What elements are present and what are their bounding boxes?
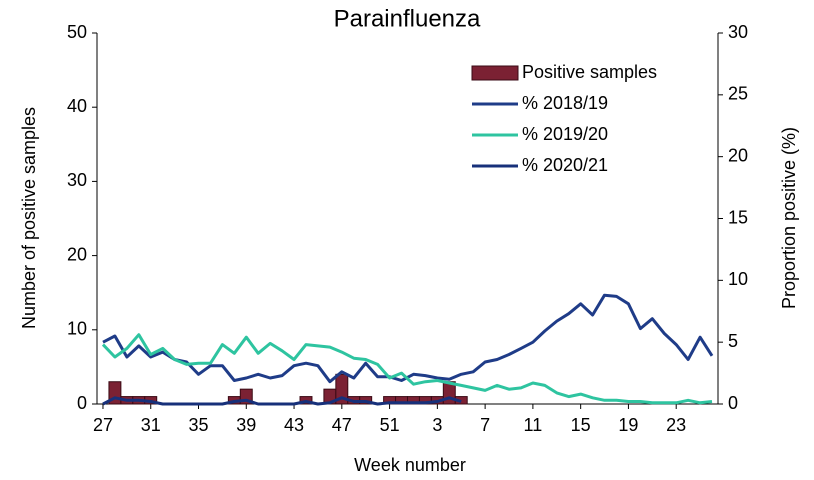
bar <box>108 381 122 405</box>
y2-tick-label: 20 <box>728 145 748 165</box>
x-tick-label: 47 <box>332 415 352 435</box>
x-tick-label: 27 <box>93 415 113 435</box>
x-tick-label: 11 <box>524 415 543 435</box>
x-tick-label: 19 <box>618 415 638 435</box>
line <box>102 293 714 384</box>
y2-tick-label: 25 <box>728 84 748 104</box>
x-tick-label: 51 <box>380 415 400 435</box>
y2-tick-label: 0 <box>728 393 738 413</box>
legend-label: % 2019/20 <box>522 124 608 144</box>
line <box>101 333 713 405</box>
x-tick-label: 31 <box>141 415 161 435</box>
bar <box>239 388 253 405</box>
y-tick-label: 10 <box>67 319 87 339</box>
legend-swatch <box>471 65 519 81</box>
x-tick-label: 35 <box>188 415 208 435</box>
y2-axis-title: Proportion positive (%) <box>779 127 799 309</box>
legend-label: % 2020/21 <box>522 155 608 175</box>
y2-tick-label: 15 <box>728 207 748 227</box>
y2-tick-label: 10 <box>728 269 748 289</box>
y-tick-label: 0 <box>77 393 87 413</box>
chart-title: Parainfluenza <box>334 5 481 32</box>
x-tick-label: 3 <box>432 415 442 435</box>
legend-label: Positive samples <box>522 62 657 82</box>
x-tick-label: 43 <box>284 415 304 435</box>
y-tick-label: 40 <box>67 96 87 116</box>
y-axis-title: Number of positive samples <box>19 107 39 329</box>
y-tick-label: 30 <box>67 170 87 190</box>
x-axis-title: Week number <box>354 455 466 475</box>
x-tick-label: 39 <box>236 415 256 435</box>
y-tick-label: 20 <box>67 244 87 264</box>
legend-label: % 2018/19 <box>522 93 608 113</box>
y2-tick-label: 30 <box>728 22 748 42</box>
y-tick-label: 50 <box>67 22 87 42</box>
line <box>102 396 462 406</box>
bar <box>335 373 349 405</box>
x-tick-label: 15 <box>571 415 591 435</box>
y2-tick-label: 5 <box>728 331 738 351</box>
x-tick-label: 7 <box>480 415 490 435</box>
x-tick-label: 23 <box>666 415 686 435</box>
